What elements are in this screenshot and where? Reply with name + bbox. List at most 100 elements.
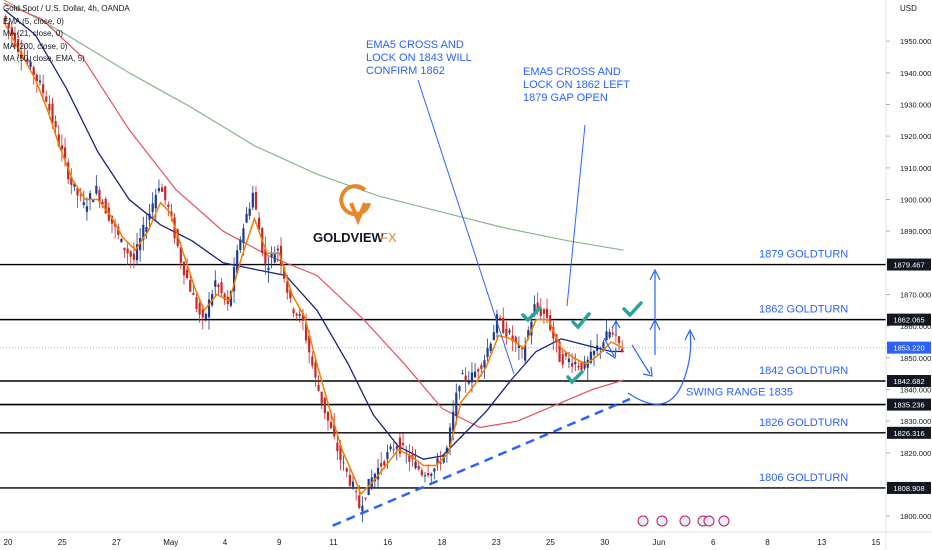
candle-body [73,183,76,187]
legend-ma200[interactable]: MA (200, close, 0) [3,41,68,51]
price-tick-label: 1940.000 [900,69,931,78]
annotation-1-line-3: CONFIRM 1862 [366,65,445,77]
level-price-tag [887,481,931,494]
candle-body [320,391,323,404]
level-price-tag [887,258,931,271]
candle-body [308,335,311,353]
candle-body [117,226,120,235]
candle-body [142,224,145,241]
candle-body [427,473,430,476]
price-tick-label: 1800.000 [900,512,931,521]
candle-body [132,253,135,260]
candle-body [92,199,95,203]
candle-body [63,147,67,159]
level-price-text: 1879.467 [893,261,924,270]
price-tick-label: 1930.000 [900,101,931,110]
candle-body [430,473,433,476]
ma200-line [3,0,624,251]
candle-body [301,313,305,321]
ma50-line [3,2,624,429]
candle-body [414,461,417,469]
candle-body [580,362,583,371]
candle-body [508,330,511,333]
level-price-tag [887,398,931,411]
candle-body [295,313,298,316]
candle-body [492,332,495,341]
logo-pin-shape [349,202,367,226]
ema5-line [3,21,625,496]
time-tick-label: 27 [112,538,121,547]
chart-underlay [0,0,886,527]
event-flag-icon [703,515,715,527]
price-tick-label: 1900.000 [900,196,931,205]
candle-body [220,282,223,294]
price-tick-label: 1890.000 [900,227,931,236]
level-price-text: 1862.065 [893,316,924,325]
candle-body [4,15,7,22]
candle-body [517,344,520,349]
level-label: SWING RANGE 1835 [686,387,793,399]
candle-body [614,334,618,336]
level-price-text: 1808.908 [893,484,924,493]
candle-body [383,461,386,466]
candle-body [126,248,129,254]
candle-body [129,251,132,257]
time-tick-label: 25 [58,538,67,547]
candle-body [373,473,377,482]
arrowhead-swing [684,328,696,341]
candle-body [264,248,267,264]
legend-ema5[interactable]: EMA (5, close, 0) [3,16,64,26]
candle-body [386,451,389,460]
arrowhead-small-up [611,319,621,329]
candle-body [333,424,336,437]
candle-body [389,446,392,450]
candle-body [267,267,270,271]
projection-arrows [603,268,696,405]
trendline [332,397,631,527]
candle-body [104,198,107,214]
economic-events [637,515,730,527]
candle-body [596,345,599,351]
candle-body [570,362,574,367]
price-tick-label: 1850.000 [900,354,931,363]
candle-body [217,284,220,288]
candle-body [489,343,492,351]
annotation-1-line-1: EMA5 CROSS AND [366,39,464,51]
candle-body [530,321,533,336]
candle-body [101,201,104,205]
candle-body [192,292,195,295]
candle-body [542,309,546,314]
candle-body [552,327,555,339]
check-marks [521,301,643,385]
candle-body [461,373,464,374]
price-tick-label: 1910.000 [900,164,931,173]
candle-body [54,121,57,128]
candle-body [79,195,82,197]
candle-body [520,347,524,350]
candle-body [304,323,308,341]
candle-body [467,381,470,384]
legend-ma21[interactable]: MA (21, close, 0) [3,29,64,38]
candle-body [35,74,38,82]
candle-body [401,443,405,446]
arrowhead-down-1842 [642,366,653,377]
annotation-2-pointer [566,124,586,307]
candle-body [145,227,148,232]
symbol-title[interactable]: Gold Spot / U.S. Dollar, 4h, OANDA [3,4,130,13]
time-tick-label: 16 [383,538,392,547]
annotation-2: EMA5 CROSS AND LOCK ON 1862 LEFT 1879 GA… [523,66,630,104]
candle-body [273,254,276,263]
candle-body [148,213,151,220]
candle-body [408,454,411,462]
candle-body [314,362,317,378]
legend-ma50[interactable]: MA (50, close, EMA, 5) [3,54,85,63]
candle-body [16,38,20,52]
price-tick-label: 1820.000 [900,449,931,458]
level-label: 1879 GOLDTURN [759,249,848,261]
candle-body [348,474,351,486]
candle-body [82,202,85,206]
level-label: 1806 GOLDTURN [759,472,848,484]
candle-body [179,247,182,263]
candle-body [364,497,367,499]
